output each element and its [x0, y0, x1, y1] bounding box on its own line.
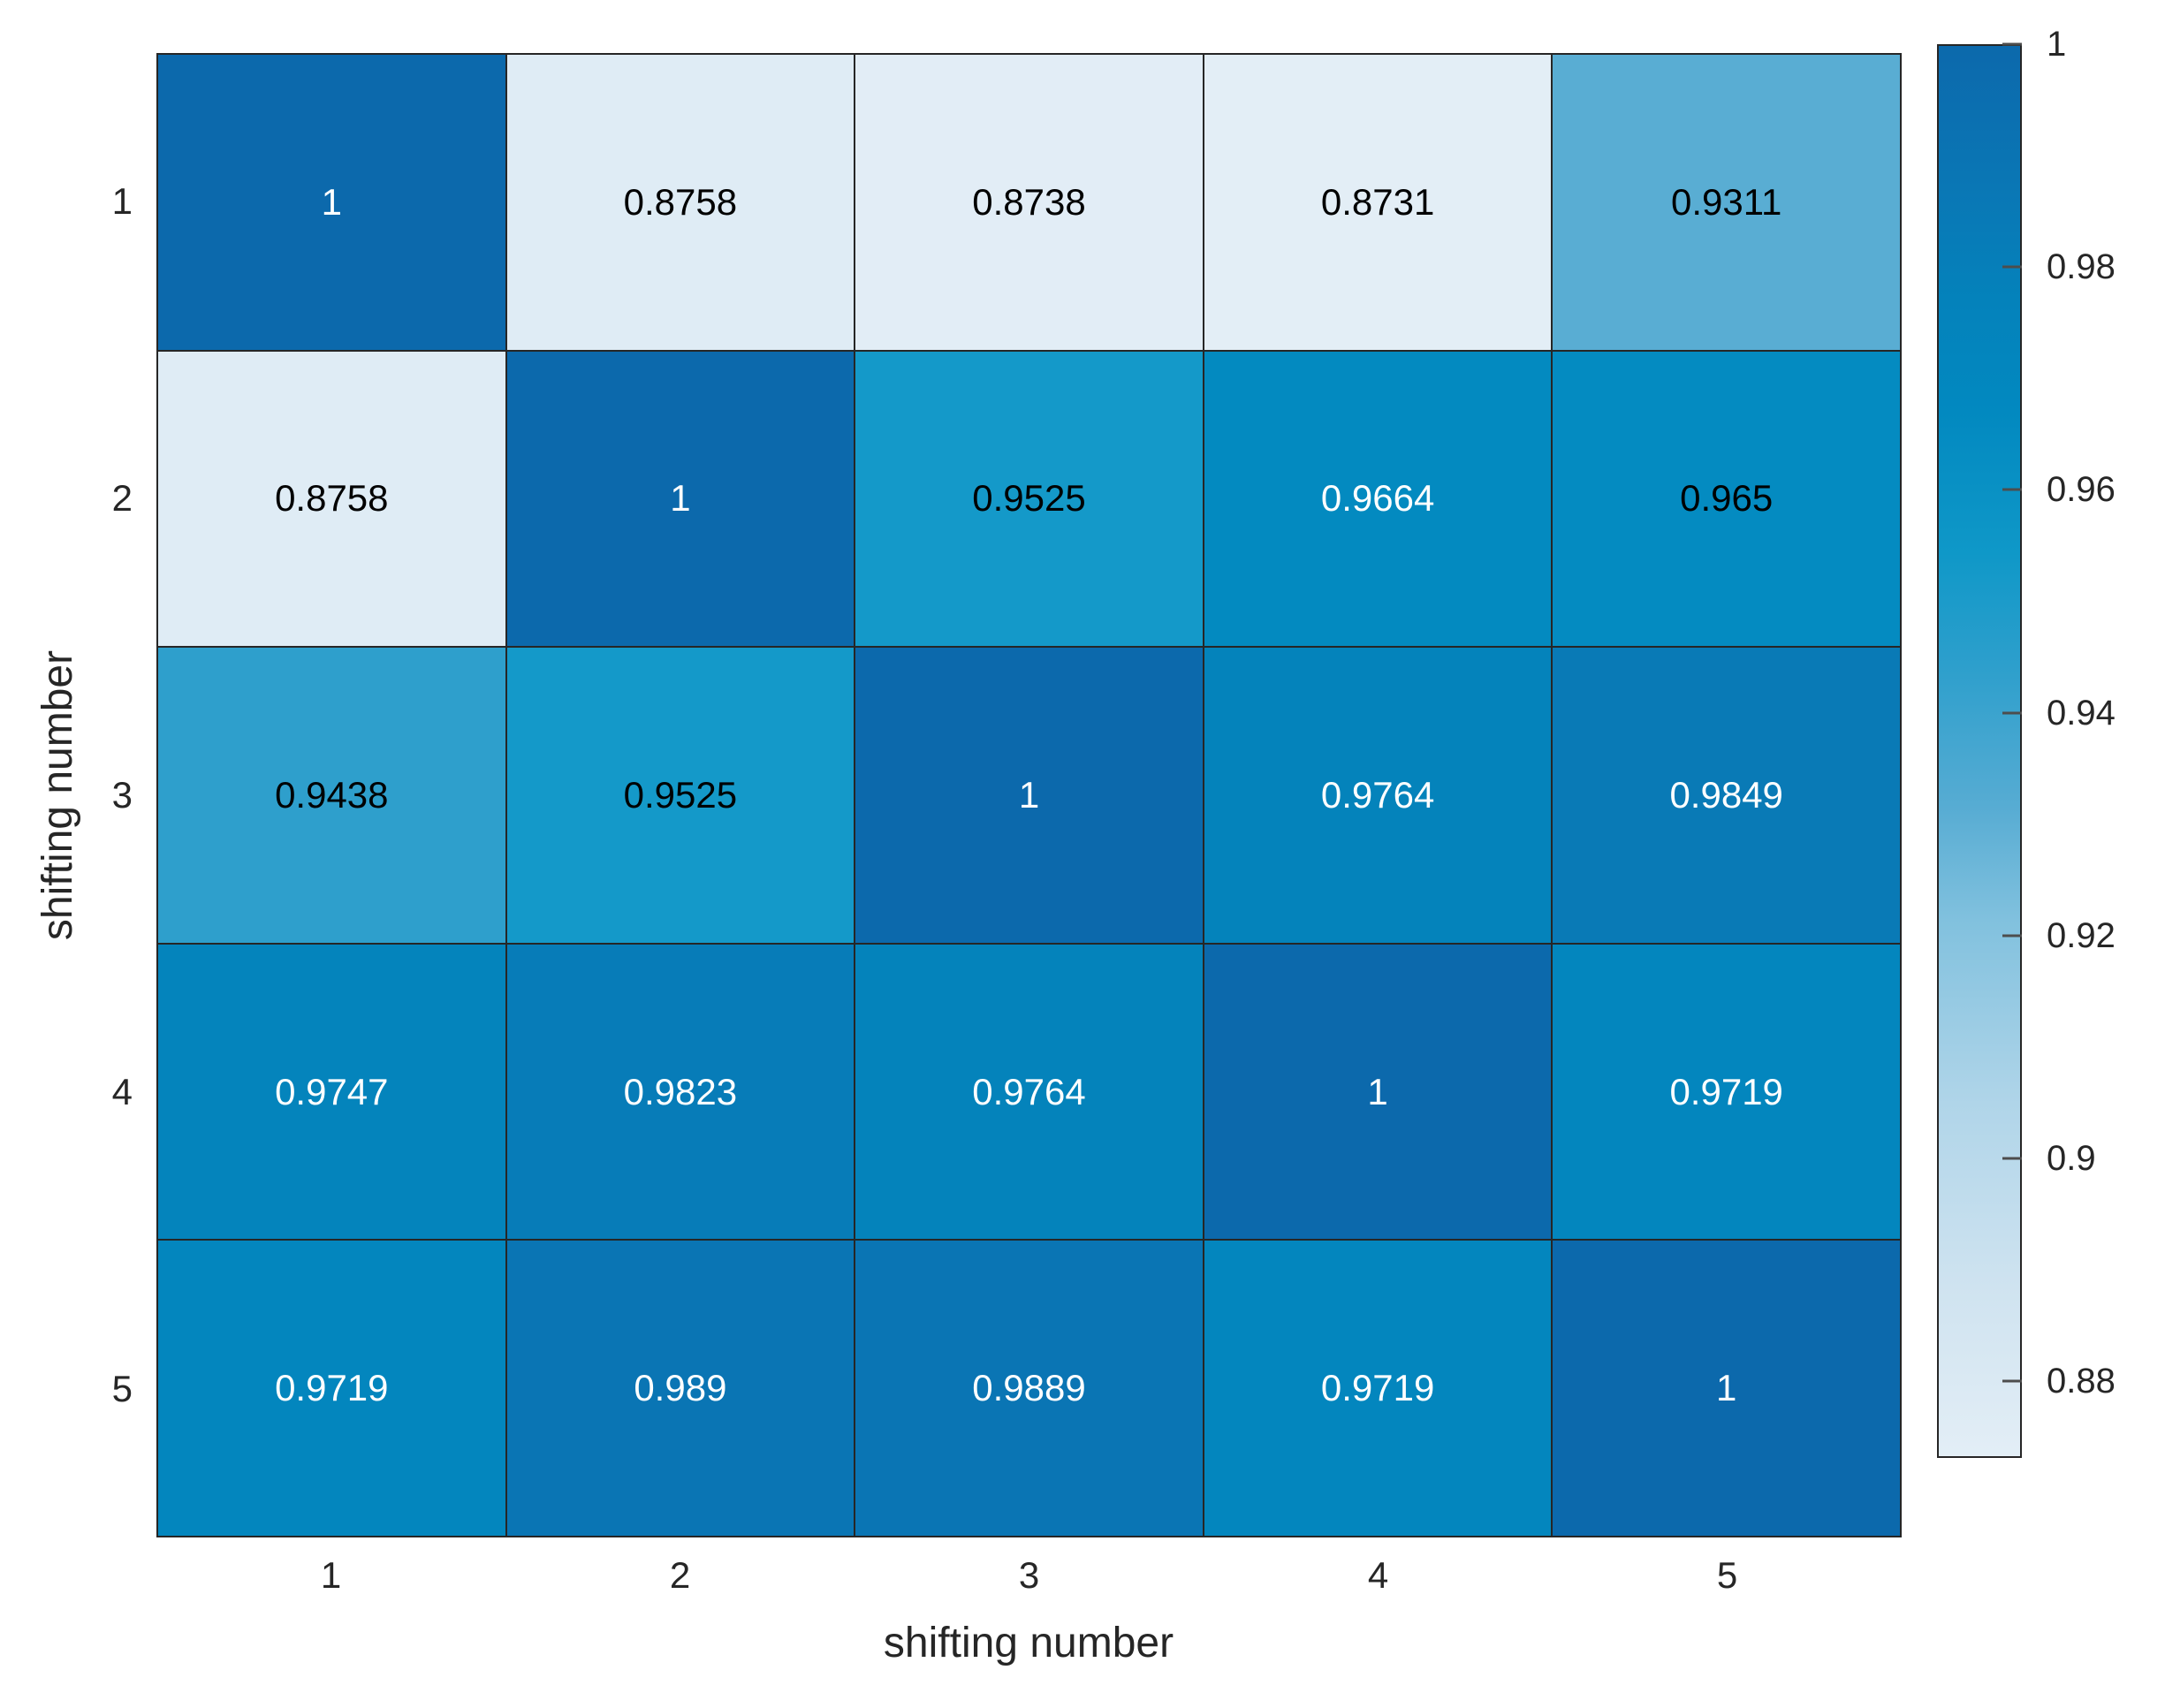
- colorbar-tick-mark: [2002, 1157, 2022, 1160]
- y-tick-label: 3: [111, 774, 133, 816]
- colorbar-tick-mark: [2002, 1379, 2022, 1383]
- heatmap-cell: 0.9764: [855, 944, 1203, 1240]
- colorbar-tick-mark: [2002, 42, 2022, 46]
- heatmap-cell: 1: [1204, 944, 1552, 1240]
- x-tick-label: 4: [1367, 1554, 1389, 1596]
- heatmap-cell: 0.9525: [855, 351, 1203, 647]
- heatmap-cell: 0.9525: [506, 648, 855, 943]
- heatmap-cell: 0.9719: [158, 1241, 505, 1536]
- colorbar-tick-label: 0.96: [2047, 470, 2116, 510]
- colorbar-tick-mark: [2002, 711, 2022, 714]
- colorbar: [1937, 44, 2022, 1458]
- colorbar-tick-label: 1: [2047, 25, 2067, 64]
- colorbar-tick-mark: [2002, 265, 2022, 269]
- heatmap-cell: 1: [158, 55, 505, 350]
- colorbar-tick-label: 0.88: [2047, 1362, 2116, 1401]
- colorbar-tick-label: 0.92: [2047, 915, 2116, 955]
- x-tick-label: 5: [1716, 1554, 1738, 1596]
- heatmap-cell: 0.9849: [1553, 648, 1900, 943]
- y-tick-label: 4: [111, 1071, 133, 1112]
- heatmap-cell: 0.9664: [1204, 351, 1552, 647]
- heatmap-cell: 1: [1553, 1241, 1900, 1536]
- heatmap-cell: 0.965: [1553, 351, 1900, 647]
- heatmap-grid: 1 0.8758 0.8738 0.8731 0.9311 0.8758 1 0.9525 0.…: [156, 53, 1902, 1537]
- y-tick-label: 1: [111, 180, 133, 222]
- x-tick-label: 3: [1018, 1554, 1040, 1596]
- colorbar-tick-label: 0.9: [2047, 1138, 2096, 1178]
- heatmap-cell: 0.9889: [855, 1241, 1203, 1536]
- heatmap-cell: 0.8731: [1204, 55, 1552, 350]
- heatmap-cell: 0.9747: [158, 944, 505, 1240]
- heatmap-cell: 0.9823: [506, 944, 855, 1240]
- heatmap-cell: 0.9311: [1553, 55, 1900, 350]
- x-tick-label: 2: [669, 1554, 691, 1596]
- heatmap-cell: 1: [506, 351, 855, 647]
- y-tick-label: 2: [111, 477, 133, 519]
- colorbar-tick-label: 0.94: [2047, 693, 2116, 733]
- heatmap-cell: 0.8738: [855, 55, 1203, 350]
- colorbar-tick-mark: [2002, 934, 2022, 938]
- heatmap-cell: 0.989: [506, 1241, 855, 1536]
- heatmap-cell: 0.9719: [1204, 1241, 1552, 1536]
- x-axis-title: shifting number: [883, 1620, 1174, 1666]
- colorbar-tick-label: 0.98: [2047, 247, 2116, 287]
- heatmap-cell: 0.9438: [158, 648, 505, 943]
- heatmap-cell: 0.8758: [506, 55, 855, 350]
- y-tick-label: 5: [111, 1368, 133, 1409]
- colorbar-tick-mark: [2002, 488, 2022, 491]
- heatmap-cell: 0.9764: [1204, 648, 1552, 943]
- heatmap-cell: 0.9719: [1553, 944, 1900, 1240]
- x-tick-label: 1: [320, 1554, 342, 1596]
- heatmap-cell: 0.8758: [158, 351, 505, 647]
- heatmap-cell: 1: [855, 648, 1203, 943]
